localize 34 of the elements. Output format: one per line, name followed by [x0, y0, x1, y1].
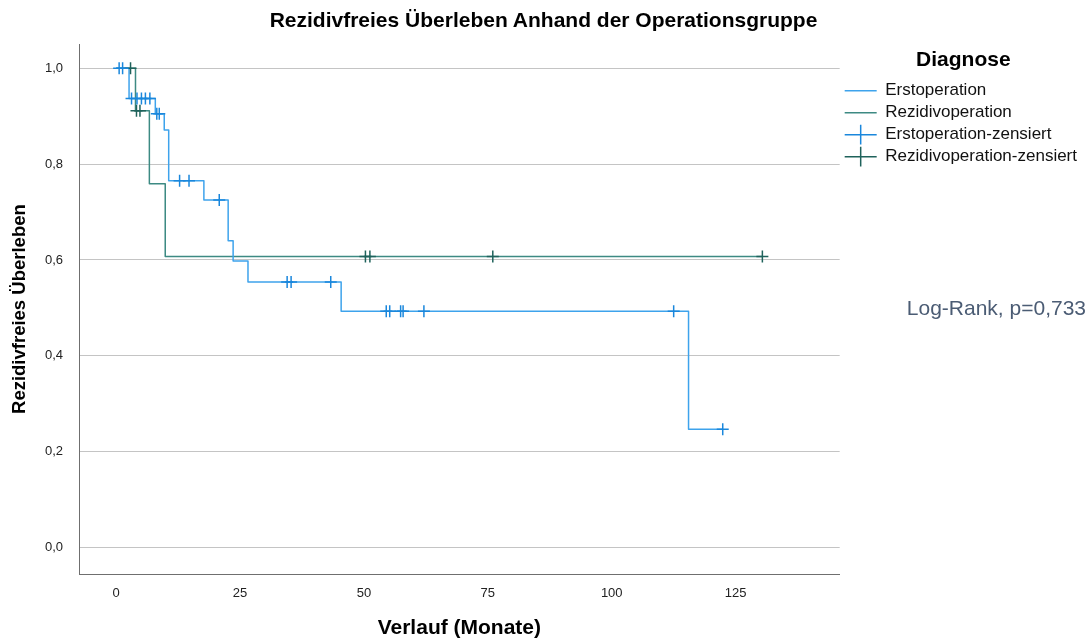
x-tick-label: 100 [600, 585, 623, 601]
legend-label: Rezidivoperation-zensiert [885, 146, 1078, 166]
chart-title: Rezidivfreies Überleben Anhand der Operationsgruppe [269, 8, 818, 32]
point [324, 275, 338, 289]
point [363, 249, 377, 264]
x-tick-label: 75 [480, 585, 496, 601]
x-tick-label: 0 [112, 585, 120, 601]
point [755, 249, 770, 264]
legend-title: Diagnose [916, 47, 1011, 71]
y-tick-label: 1,0 [44, 59, 63, 75]
legend-label: Rezidivoperation [885, 102, 1012, 122]
point [212, 193, 226, 207]
x-tick-label: 25 [232, 585, 248, 601]
point [715, 422, 730, 436]
point [143, 91, 157, 106]
legend-label: Erstoperation [885, 80, 987, 100]
legend-label: Erstoperation-zensiert [885, 124, 1052, 144]
y-tick-label: 0,8 [44, 155, 63, 171]
x-tick-label: 125 [724, 585, 747, 601]
x-axis-title: Verlauf (Monate) [377, 615, 542, 639]
point [382, 304, 397, 319]
point [284, 275, 298, 289]
y-tick-label: 0,0 [44, 539, 63, 555]
point [417, 304, 431, 319]
x-tick-label: 50 [356, 585, 372, 601]
point [486, 249, 500, 264]
point [115, 61, 130, 75]
point [182, 174, 196, 188]
y-tick-label: 0,2 [44, 443, 63, 459]
y-tick-label: 0,4 [44, 347, 63, 363]
y-axis-title: Rezidivfreies Überleben [8, 204, 30, 414]
point [666, 304, 681, 319]
y-tick-label: 0,6 [44, 251, 63, 267]
text: Log-Rank, p=0,733 [906, 295, 1086, 319]
